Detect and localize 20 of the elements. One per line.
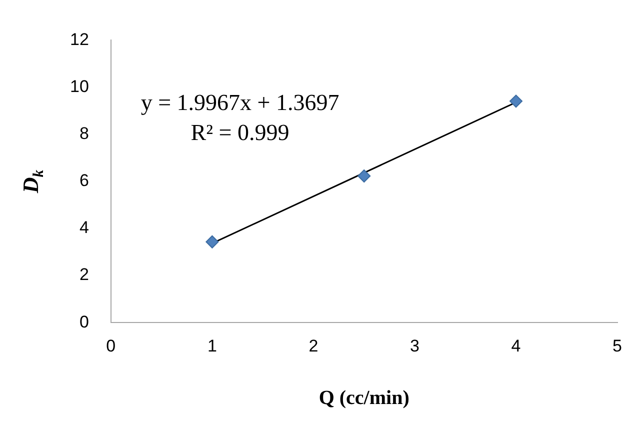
annotation: R² = 0.999 [190,120,290,146]
x-tick-label: 4 [511,336,521,356]
x-tick-label: 5 [612,336,622,356]
point [510,94,522,108]
y-tick-label: 8 [79,124,89,144]
point [206,235,219,248]
y-tick-label: 2 [79,265,89,284]
y-axis-title: Dk [18,169,47,194]
annotation: y = 1.9967x + 1.3697 [140,90,340,116]
x-tick-label: 3 [410,336,420,356]
y-tick-label: 10 [70,76,89,96]
y-tick-label: 0 [79,312,89,332]
point [358,169,371,182]
x-axis-title: Q (cc/min) [318,387,410,410]
y-tick-label: 4 [79,218,89,238]
x-tick-label: 0 [106,336,116,356]
y-tick-label: 6 [79,171,89,190]
x-tick-label: 2 [308,336,318,356]
y-tick-label: 12 [70,30,89,49]
x-tick-label: 1 [207,336,217,356]
